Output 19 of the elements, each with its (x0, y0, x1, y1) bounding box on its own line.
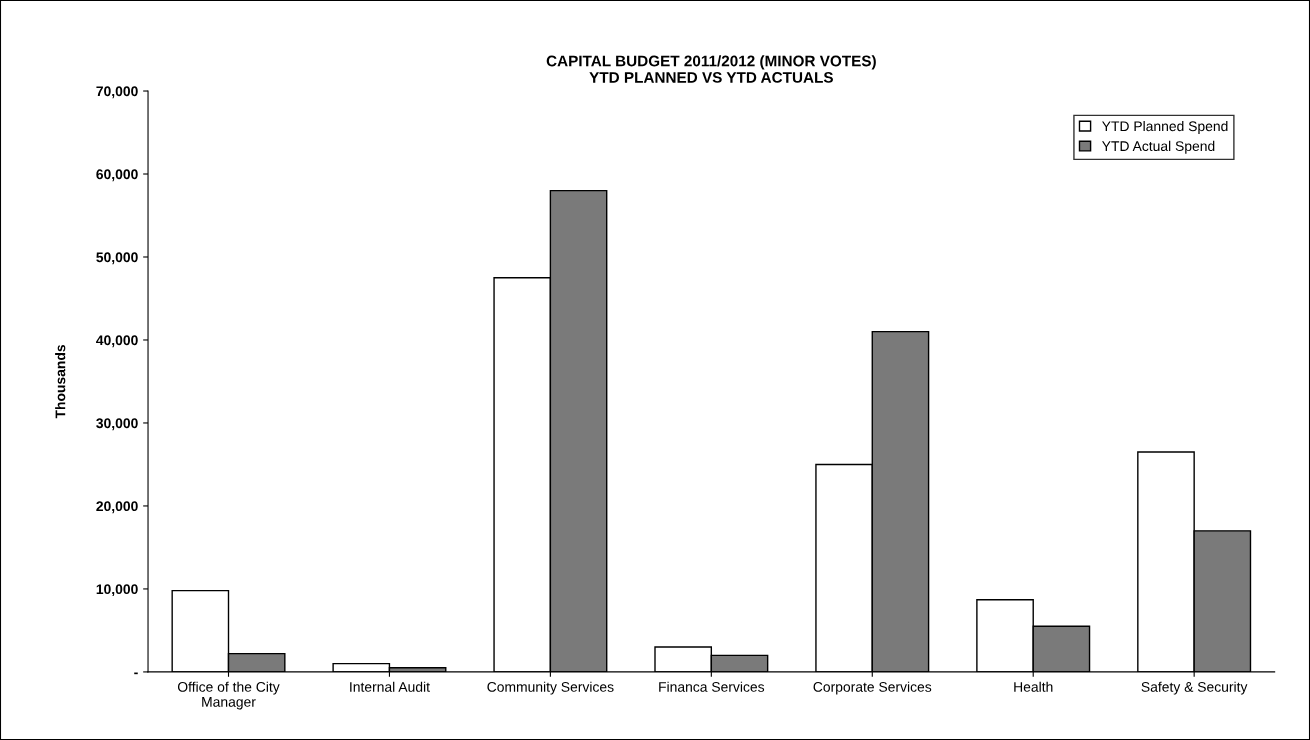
x-tick-label: Safety & Security (1141, 681, 1248, 695)
x-tick-label: Internal Audit (350, 681, 430, 692)
legend-label: YTD Actual Spend (1102, 140, 1215, 154)
y-tick-label: 20,000 (96, 501, 138, 514)
y-tick-label: 60,000 (96, 169, 138, 182)
x-tick-label: Financa Services (659, 681, 765, 692)
legend-label: YTD Planned Spend (1102, 120, 1228, 134)
y-tick-label: 70,000 (96, 86, 138, 99)
y-tick-label: 30,000 (96, 418, 138, 431)
x-tick-label: Health (1014, 681, 1053, 692)
y-tick-label: 40,000 (96, 335, 138, 348)
x-tick-label: Community Services (487, 681, 614, 695)
x-tick-label: Office of the City Manager (177, 681, 280, 710)
y-axis-title: Thousands (55, 345, 66, 419)
y-tick-label: - (134, 672, 138, 675)
chart-title: CAPITAL BUDGET 2011/2012 (MINOR VOTES) YTD PLANNED VS YTD ACTUALS (546, 55, 876, 83)
y-tick-label: 10,000 (96, 584, 138, 597)
y-tick-label: 50,000 (96, 252, 138, 265)
x-tick-label: Corporate Services (813, 681, 932, 695)
